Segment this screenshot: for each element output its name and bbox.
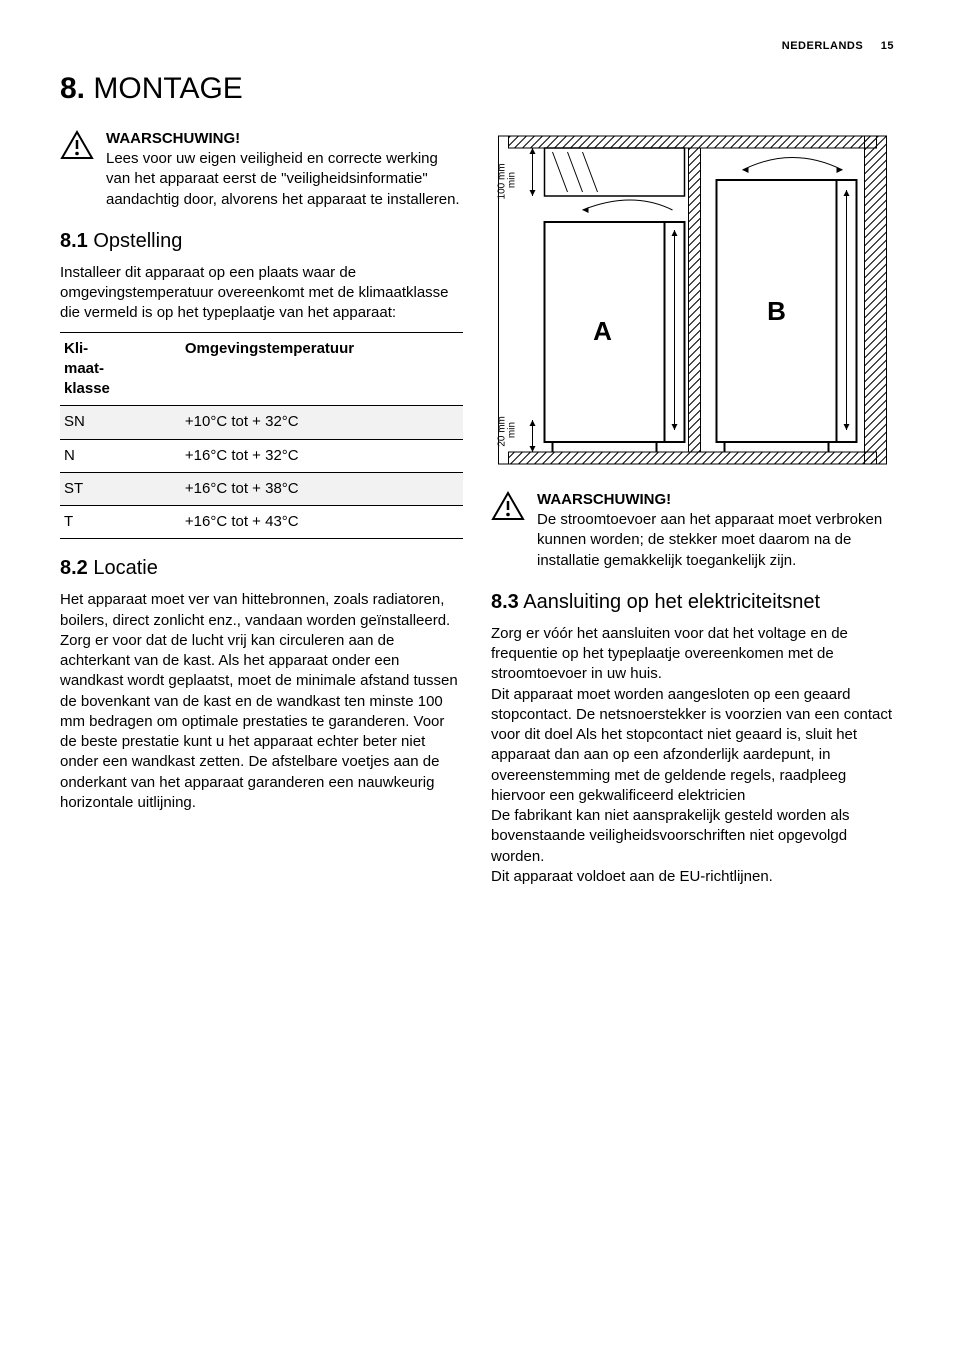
warning-2-body: WAARSCHUWING! De stroomtoevoer aan het a… <box>537 491 894 571</box>
subsection-8-2-text: Het apparaat moet ver van hittebronnen, … <box>60 590 463 813</box>
left-column: WAARSCHUWING! Lees voor uw eigen veiligh… <box>60 130 463 887</box>
subsection-8-3-heading: 8.3 Aansluiting op het elektriciteitsnet <box>491 591 894 614</box>
diagram-label-a: A <box>593 316 612 346</box>
subsection-8-1-intro: Installeer dit apparaat op een plaats wa… <box>60 263 463 324</box>
page-header: NEDERLANDS 15 <box>60 40 894 52</box>
table-cell: +16°C tot + 32°C <box>181 439 463 472</box>
subsection-8-3-p3: De fabrikant kan niet aansprakelijk gest… <box>491 806 894 867</box>
content-columns: WAARSCHUWING! Lees voor uw eigen veiligh… <box>60 130 894 887</box>
table-row: N +16°C tot + 32°C <box>60 439 463 472</box>
table-header-2: Omgevingstemperatuur <box>181 332 463 406</box>
header-language: NEDERLANDS <box>782 40 863 52</box>
subsection-8-1-heading: 8.1 Opstelling <box>60 230 463 253</box>
warning-2-title: WAARSCHUWING! <box>537 491 894 508</box>
subsection-8-1-num: 8.1 <box>60 230 88 252</box>
table-cell: T <box>60 506 181 539</box>
warning-2-text: De stroomtoevoer aan het apparaat moet v… <box>537 510 894 571</box>
warning-1-body: WAARSCHUWING! Lees voor uw eigen veiligh… <box>106 130 463 210</box>
right-column: 100 mm min 20 mm min <box>491 130 894 887</box>
warning-1-text: Lees voor uw eigen veiligheid en correct… <box>106 149 463 210</box>
section-text: MONTAGE <box>93 72 242 105</box>
table-cell: +10°C tot + 32°C <box>181 406 463 439</box>
table-row: T +16°C tot + 43°C <box>60 506 463 539</box>
diagram-dim-top: 100 mm min <box>497 161 518 200</box>
subsection-8-2-heading: 8.2 Locatie <box>60 557 463 580</box>
table-cell: ST <box>60 472 181 505</box>
subsection-8-2-num: 8.2 <box>60 557 88 579</box>
warning-1-title: WAARSCHUWING! <box>106 130 463 147</box>
subsection-8-3-num: 8.3 <box>491 591 519 613</box>
diagram-dim-bottom: 20 mm min <box>497 413 518 446</box>
diagram-panel-b: B <box>717 158 857 453</box>
subsection-8-1-title: Opstelling <box>93 230 182 252</box>
diagram-label-b: B <box>767 296 786 326</box>
section-title: 8. MONTAGE <box>60 72 894 106</box>
warning-1: WAARSCHUWING! Lees voor uw eigen veiligh… <box>60 130 463 210</box>
table-cell: +16°C tot + 38°C <box>181 472 463 505</box>
subsection-8-3-p2: Dit apparaat moet worden aangesloten op … <box>491 685 894 807</box>
subsection-8-3-p4: Dit apparaat voldoet aan de EU-richtlijn… <box>491 867 894 887</box>
header-page-number: 15 <box>881 40 894 52</box>
installation-diagram: 100 mm min 20 mm min <box>491 130 894 470</box>
warning-triangle-icon <box>491 491 525 521</box>
section-number: 8. <box>60 72 85 105</box>
subsection-8-3-p1: Zorg er vóór het aansluiten voor dat het… <box>491 624 894 685</box>
subsection-8-2-title: Locatie <box>93 557 158 579</box>
subsection-8-3-title: Aansluiting op het elektriciteitsnet <box>523 591 820 613</box>
table-row: SN +10°C tot + 32°C <box>60 406 463 439</box>
climate-class-table: Kli-maat-klasse Omgevingstemperatuur SN … <box>60 332 463 540</box>
table-cell: +16°C tot + 43°C <box>181 506 463 539</box>
table-cell: N <box>60 439 181 472</box>
warning-2: WAARSCHUWING! De stroomtoevoer aan het a… <box>491 491 894 571</box>
warning-triangle-icon <box>60 130 94 160</box>
table-cell: SN <box>60 406 181 439</box>
table-header-1: Kli-maat-klasse <box>60 332 181 406</box>
table-row: ST +16°C tot + 38°C <box>60 472 463 505</box>
table-header-row: Kli-maat-klasse Omgevingstemperatuur <box>60 332 463 406</box>
diagram-panel-a: A <box>530 148 685 452</box>
